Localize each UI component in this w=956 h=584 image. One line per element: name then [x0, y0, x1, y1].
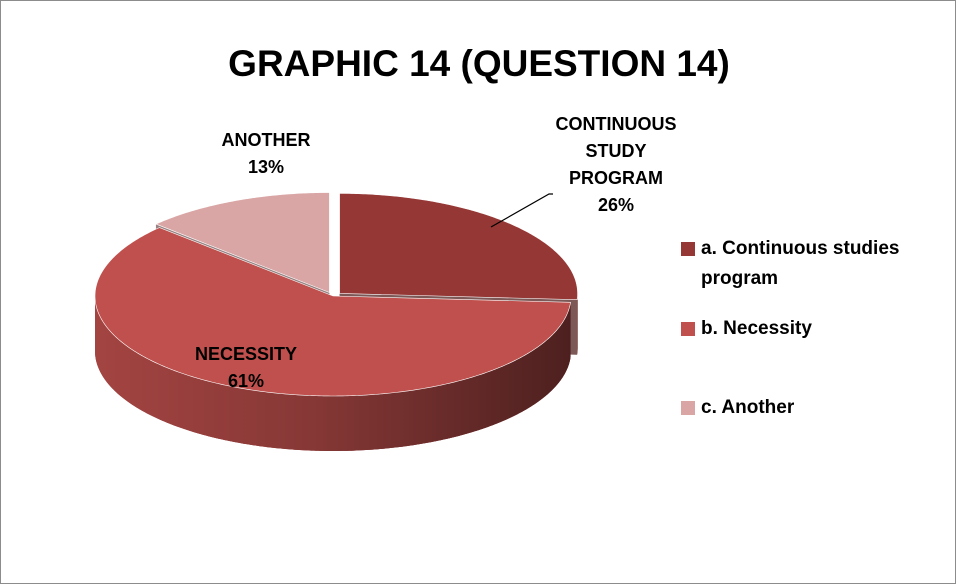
data-label: NECESSITY 61% [161, 341, 331, 395]
data-label-name: NECESSITY [194, 344, 298, 364]
leader-line [490, 193, 553, 228]
legend-label: b. Necessity [701, 318, 812, 339]
legend-label: c. Another [701, 397, 795, 418]
slice-side-shade [95, 296, 571, 451]
data-label-name: ANOTHER [221, 130, 311, 150]
data-label-value: 61% [227, 371, 265, 391]
data-label-value: 13% [247, 157, 285, 177]
slice [94, 227, 571, 397]
legend-label: a. Continuous studies program [701, 238, 900, 289]
data-label-value: 26% [597, 195, 635, 215]
data-label-name: CONTINUOUS STUDY PROGRAM [555, 114, 677, 188]
slice [155, 192, 330, 293]
data-label: CONTINUOUS STUDY PROGRAM 26% [541, 111, 691, 219]
data-label: ANOTHER 13% [191, 127, 341, 181]
chart-title: GRAPHIC 14 (QUESTION 14) [228, 43, 730, 84]
legend-swatch [681, 242, 695, 256]
legend-swatch [681, 322, 695, 336]
legend-swatch [681, 401, 695, 415]
slice [339, 193, 578, 300]
